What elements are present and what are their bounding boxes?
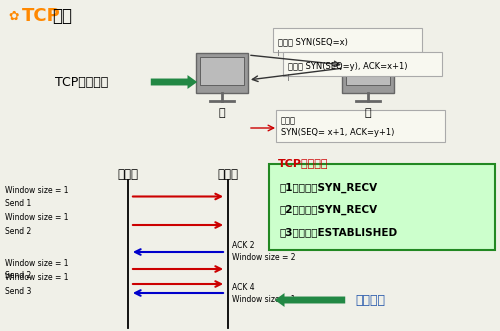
- Text: 主机甲: 主机甲: [118, 168, 139, 181]
- Text: 第2次握手：SYN_RECV: 第2次握手：SYN_RECV: [280, 205, 378, 215]
- Text: TCP: TCP: [22, 7, 61, 25]
- Text: 第1次握手：SYN_RECV: 第1次握手：SYN_RECV: [280, 183, 378, 193]
- FancyBboxPatch shape: [276, 110, 445, 142]
- Text: 第3次握手：ESTABLISHED: 第3次握手：ESTABLISHED: [280, 227, 398, 237]
- Text: Window size = 1: Window size = 1: [5, 259, 68, 267]
- FancyBboxPatch shape: [283, 52, 442, 76]
- Text: Window size = 1: Window size = 1: [5, 213, 68, 222]
- Text: 乙: 乙: [364, 108, 372, 118]
- Text: 协议: 协议: [52, 7, 72, 25]
- Text: Window size = 2: Window size = 2: [232, 253, 296, 261]
- Text: 第三次: 第三次: [281, 117, 296, 125]
- Text: Send 2: Send 2: [5, 271, 31, 280]
- Text: 可靠传输: 可靠传输: [355, 294, 385, 307]
- Text: Window size = 1: Window size = 1: [232, 296, 296, 305]
- Text: TCP连接状态: TCP连接状态: [278, 158, 328, 168]
- FancyBboxPatch shape: [273, 28, 422, 52]
- FancyBboxPatch shape: [342, 53, 394, 93]
- Text: 主机乙: 主机乙: [218, 168, 238, 181]
- FancyBboxPatch shape: [196, 53, 248, 93]
- Text: 甲: 甲: [218, 108, 226, 118]
- FancyBboxPatch shape: [269, 164, 495, 250]
- Text: Send 2: Send 2: [5, 227, 31, 237]
- Text: Send 1: Send 1: [5, 199, 31, 208]
- Text: TCP三次握手: TCP三次握手: [55, 75, 108, 88]
- Text: 第一次 SYN(SEQ=x): 第一次 SYN(SEQ=x): [278, 37, 348, 46]
- Text: Window size = 1: Window size = 1: [5, 273, 68, 282]
- Text: ACK 4: ACK 4: [232, 283, 254, 293]
- Text: ACK 2: ACK 2: [232, 241, 254, 250]
- Text: 第二次 SYN(SEQ=y), ACK=x+1): 第二次 SYN(SEQ=y), ACK=x+1): [288, 62, 408, 71]
- Text: Window size = 1: Window size = 1: [5, 185, 68, 195]
- FancyBboxPatch shape: [200, 57, 244, 85]
- Text: Send 3: Send 3: [5, 287, 32, 296]
- Text: SYN(SEQ= x+1, ACK=y+1): SYN(SEQ= x+1, ACK=y+1): [281, 127, 394, 136]
- FancyBboxPatch shape: [346, 57, 390, 85]
- Text: ✿: ✿: [8, 10, 18, 23]
